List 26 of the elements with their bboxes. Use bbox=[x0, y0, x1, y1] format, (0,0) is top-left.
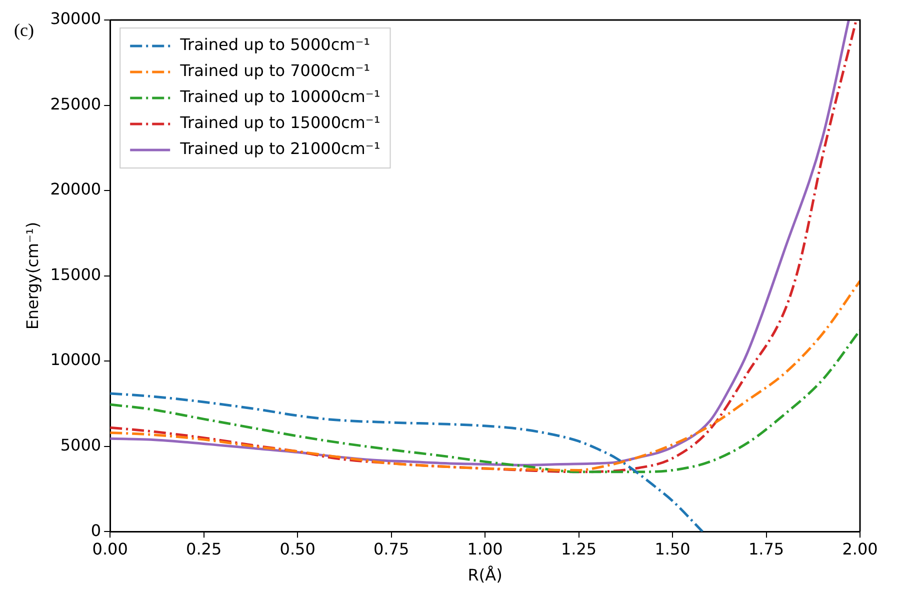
x-tick-label: 0.75 bbox=[374, 539, 410, 558]
text: (c) bbox=[14, 20, 34, 41]
line-series bbox=[110, 392, 704, 532]
legend-label: Trained up to 15000cm⁻¹ bbox=[179, 113, 380, 132]
x-tick-label: 2.00 bbox=[842, 539, 878, 558]
x-tick-label: 1.75 bbox=[748, 539, 784, 558]
x-tick-label: 0.25 bbox=[186, 539, 222, 558]
legend-label: Trained up to 21000cm⁻¹ bbox=[179, 139, 380, 158]
y-tick-label: 5000 bbox=[60, 435, 102, 454]
y-tick-label: 15000 bbox=[50, 264, 102, 284]
legend-label: Trained up to 5000cm⁻¹ bbox=[179, 35, 370, 54]
y-tick-label: 20000 bbox=[50, 180, 102, 199]
x-tick-label: 0.00 bbox=[92, 539, 128, 558]
x-tick-label: 0.50 bbox=[280, 539, 316, 558]
x-tick-label: 1.25 bbox=[560, 539, 597, 558]
y-tick-label: 10000 bbox=[50, 350, 102, 370]
legend-label: Trained up to 10000cm⁻¹ bbox=[179, 87, 380, 106]
legend-label: Trained up to 7000cm⁻¹ bbox=[179, 61, 370, 80]
x-tick-label: 1.00 bbox=[467, 539, 503, 558]
y-axis-title: Energy(cm⁻¹) bbox=[22, 222, 42, 330]
y-tick-label: 25000 bbox=[50, 94, 102, 114]
x-axis-title: R(Å) bbox=[468, 566, 502, 585]
x-tick-label: 1.50 bbox=[654, 539, 690, 558]
line-series bbox=[110, 280, 860, 472]
y-tick-label: 0 bbox=[90, 520, 102, 540]
y-tick-label: 30000 bbox=[50, 9, 102, 28]
